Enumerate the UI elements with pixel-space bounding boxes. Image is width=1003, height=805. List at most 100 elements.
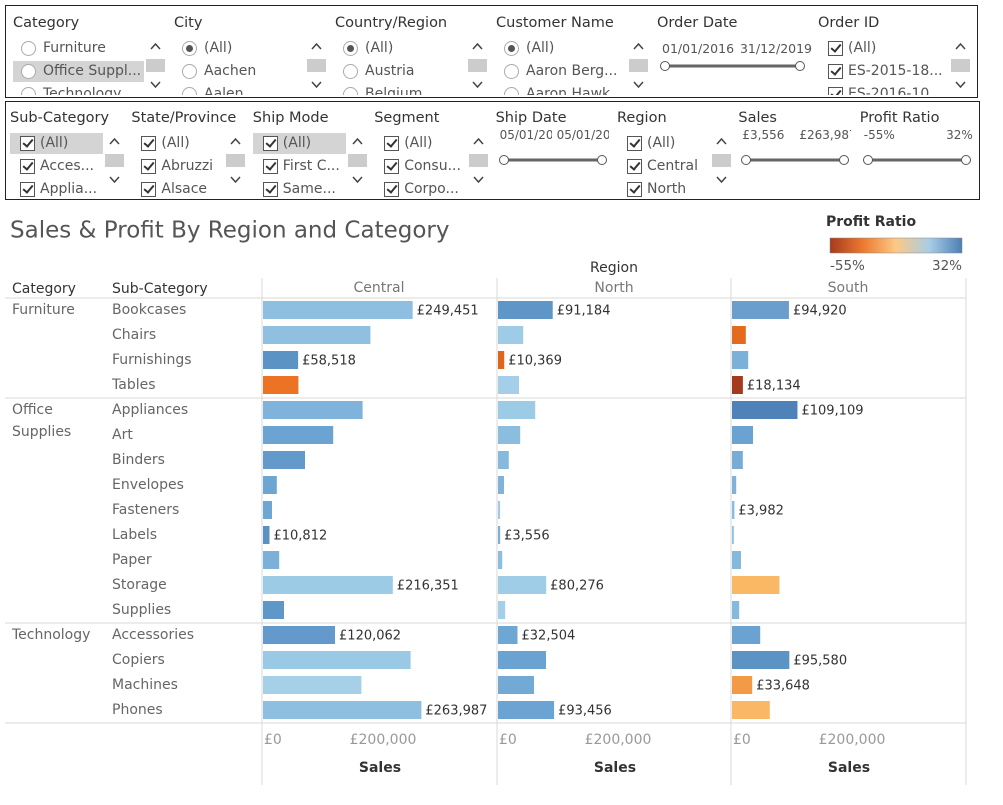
filter-item[interactable]: ES-2016-10... [818,84,949,95]
radio-button [504,64,519,79]
sub-category-label: Bookcases [112,302,186,318]
value-label: £80,276 [550,579,604,594]
bar [732,376,743,394]
scrollbar[interactable] [105,133,125,189]
filter: Country/Region (All) Austria Belgium [335,15,490,95]
range-max: 31/12/2019 [739,41,812,56]
scrollbar[interactable] [146,38,166,94]
filter-item[interactable]: Consu... [374,156,467,177]
scroll-down [311,81,322,89]
filter-item[interactable]: (All) [335,38,466,59]
item-label: Acces... [40,158,94,174]
item-label: Furniture [43,40,106,56]
range-min: £3,556 [742,128,785,142]
filter-title: Category [13,15,80,31]
radio-button [21,87,36,95]
bar [263,376,299,394]
filter-item[interactable]: (All) [10,133,103,154]
filter-item[interactable]: (All) [174,38,305,59]
scroll-thumb [105,154,124,167]
filter-item[interactable]: Abruzzi [131,156,224,177]
x-axis-label: Sales [359,760,401,776]
scrollbar[interactable] [347,133,368,189]
bar [498,451,509,469]
bar [263,351,299,369]
filter-item[interactable]: (All) [374,133,467,154]
filter-item[interactable]: Acces... [10,156,103,177]
sub-category-label: Paper [112,552,152,568]
item-label: Consu... [404,158,461,174]
filter: Order Date 01/01/2016 31/12/2019 [657,15,812,95]
item-label: Applia... [40,181,98,197]
range-min: -55% [863,128,895,142]
bar [498,526,501,544]
scroll-up [955,42,966,50]
filter-item[interactable]: (All) [496,38,627,59]
filter-item[interactable]: Office Suppl... [13,61,144,82]
legend-max: 32% [932,258,962,274]
filter-item[interactable]: First C... [253,156,346,177]
item-label: Aachen [204,63,257,79]
bar [263,401,363,419]
filter-item[interactable]: (All) [617,133,710,154]
scrollbar[interactable] [951,38,971,94]
item-label: (All) [282,135,312,151]
range-slider[interactable] [657,59,812,73]
filter-item[interactable]: Aaron Berg... [496,61,627,82]
x-tick-label: £0 [264,732,282,748]
filter-item[interactable]: (All) [818,38,949,59]
item-label: Technology [43,86,122,95]
bar [732,626,761,644]
item-label: ES-2016-10... [848,86,943,95]
sub-category-label: Chairs [112,327,156,343]
filter-item[interactable]: ES-2015-18... [818,61,949,82]
filter-item[interactable]: (All) [131,133,224,154]
checkbox [384,159,400,174]
value-label: £91,184 [557,304,611,319]
filter-item[interactable]: Aaron Hawk... [496,84,627,95]
sub-category-label: Furnishings [112,352,192,368]
scrollbar[interactable] [226,133,246,189]
bar [732,476,737,494]
scrollbar[interactable] [469,133,489,189]
scroll-up [230,137,241,145]
checkbox [627,159,642,174]
sub-category-label: Tables [111,377,156,393]
filter-item[interactable]: Aachen [174,61,305,82]
bar [263,651,411,669]
item-label: North [647,181,687,197]
x-tick-label: £200,000 [350,732,417,748]
item-label: Abruzzi [161,158,214,174]
filter-item[interactable]: Aalen [174,84,305,95]
filter-item[interactable]: Same... [253,179,346,197]
range-slider[interactable] [496,153,613,167]
filter-item[interactable]: Alsace [131,179,224,197]
range-slider[interactable] [738,153,855,167]
value-label: £3,982 [738,504,784,519]
filter-item[interactable]: Corpo... [374,179,467,197]
legend-title: Profit Ratio [826,214,916,230]
filter-item[interactable]: Furniture [13,38,144,59]
range-slider[interactable] [860,153,977,167]
filter-item[interactable]: Austria [335,61,466,82]
scrollbar[interactable] [468,38,488,94]
bar [498,326,524,344]
radio-button [21,41,36,56]
scrollbar[interactable] [307,38,327,94]
filter-item[interactable]: Belgium [335,84,466,95]
filter-item[interactable]: North [617,179,710,197]
bar [263,526,270,544]
filter-item[interactable]: (All) [252,133,346,154]
scroll-down [473,176,484,184]
scrollbar[interactable] [712,133,732,189]
scrollbar[interactable] [629,38,649,94]
checkbox [262,136,278,151]
filter-item[interactable]: Applia... [10,179,103,197]
filter: Profit Ratio -55% 32% [860,110,977,197]
filter-item[interactable]: Technology [13,84,144,95]
checkbox [262,182,278,197]
filter: Category Furniture Office Suppl... Technolo… [13,15,168,95]
filter-item[interactable]: Central [617,156,710,177]
sub-category-label: Storage [112,577,167,593]
checkbox [828,64,843,79]
